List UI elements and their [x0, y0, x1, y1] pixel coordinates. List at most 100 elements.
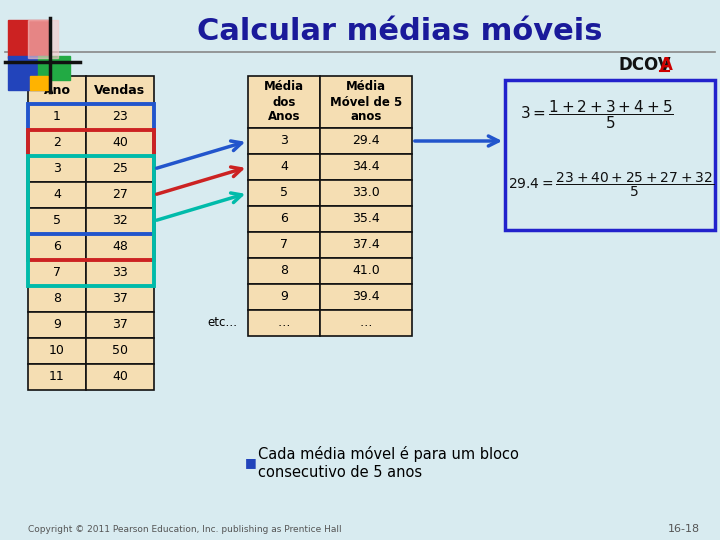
Bar	[86, 76, 154, 104]
Bar	[28, 286, 86, 312]
Bar	[248, 258, 320, 284]
Bar	[86, 104, 154, 130]
Bar	[28, 20, 58, 58]
Text: 33.0: 33.0	[352, 186, 380, 199]
Bar	[86, 208, 154, 234]
Text: 40: 40	[112, 370, 128, 383]
Bar	[86, 312, 154, 338]
Bar	[28, 364, 86, 390]
Bar	[86, 130, 154, 156]
Text: Ano: Ano	[43, 84, 71, 97]
Text: 33: 33	[112, 267, 128, 280]
Text: 23: 23	[112, 111, 128, 124]
Text: 1: 1	[53, 111, 61, 124]
Text: 3: 3	[280, 134, 288, 147]
Text: Média
dos
Anos: Média dos Anos	[264, 80, 304, 124]
Bar	[248, 180, 320, 206]
Bar	[86, 234, 154, 260]
Text: $29.4=\dfrac{23+40+25+27+32}{5}$: $29.4=\dfrac{23+40+25+27+32}{5}$	[508, 171, 714, 199]
Bar	[320, 284, 412, 310]
Bar	[86, 364, 154, 390]
Text: 10: 10	[49, 345, 65, 357]
Text: 6: 6	[53, 240, 61, 253]
Bar	[320, 206, 412, 232]
Text: ■: ■	[245, 456, 257, 469]
Bar	[86, 286, 154, 312]
Bar	[248, 206, 320, 232]
Bar	[86, 182, 154, 208]
Bar	[38, 56, 70, 80]
Bar	[8, 20, 48, 58]
Text: A: A	[660, 56, 673, 74]
Text: 9: 9	[53, 319, 61, 332]
Text: 4: 4	[280, 160, 288, 173]
Text: 27: 27	[112, 188, 128, 201]
Text: 6: 6	[280, 213, 288, 226]
Text: 35.4: 35.4	[352, 213, 380, 226]
Bar	[28, 130, 86, 156]
Bar	[320, 128, 412, 154]
Bar	[320, 154, 412, 180]
Text: …: …	[360, 316, 372, 329]
Text: $3=\dfrac{1+2+3+4+5}{5}$: $3=\dfrac{1+2+3+4+5}{5}$	[520, 99, 674, 131]
Bar	[28, 104, 154, 234]
Text: Cada média móvel é para um bloco
consecutivo de 5 anos: Cada média móvel é para um bloco consecu…	[258, 446, 519, 480]
Bar	[30, 76, 48, 90]
Bar	[248, 76, 320, 128]
Bar	[28, 338, 86, 364]
Text: Copyright © 2011 Pearson Education, Inc. publishing as Prentice Hall: Copyright © 2011 Pearson Education, Inc.…	[28, 525, 341, 534]
Text: 29.4: 29.4	[352, 134, 380, 147]
Bar	[248, 154, 320, 180]
Text: 9: 9	[280, 291, 288, 303]
Text: 5: 5	[53, 214, 61, 227]
Text: 37.4: 37.4	[352, 239, 380, 252]
Bar	[28, 234, 86, 260]
Text: 3: 3	[53, 163, 61, 176]
Text: 40: 40	[112, 137, 128, 150]
Text: 48: 48	[112, 240, 128, 253]
Text: 8: 8	[280, 265, 288, 278]
Bar	[320, 180, 412, 206]
Text: 32: 32	[112, 214, 128, 227]
Text: Calcular médias móveis: Calcular médias móveis	[197, 17, 603, 46]
Text: 37: 37	[112, 319, 128, 332]
Bar	[28, 208, 86, 234]
Bar	[28, 130, 154, 260]
Bar	[28, 260, 86, 286]
Text: Média
Móvel de 5
anos: Média Móvel de 5 anos	[330, 80, 402, 124]
Bar	[28, 156, 86, 182]
Text: Vendas: Vendas	[94, 84, 145, 97]
Bar	[248, 128, 320, 154]
Bar	[248, 310, 320, 336]
Bar	[8, 56, 46, 90]
Text: 7: 7	[53, 267, 61, 280]
Text: 37: 37	[112, 293, 128, 306]
Text: 11: 11	[49, 370, 65, 383]
Bar	[248, 232, 320, 258]
Text: 50: 50	[112, 345, 128, 357]
Text: 8: 8	[53, 293, 61, 306]
Text: 7: 7	[280, 239, 288, 252]
Bar	[320, 232, 412, 258]
Bar	[320, 310, 412, 336]
Text: 34.4: 34.4	[352, 160, 380, 173]
Bar	[28, 104, 86, 130]
Text: DCOV: DCOV	[618, 56, 670, 74]
Text: 16-18: 16-18	[668, 524, 700, 534]
Bar	[28, 76, 86, 104]
Bar	[320, 258, 412, 284]
Bar	[505, 80, 715, 230]
Text: 2: 2	[53, 137, 61, 150]
Text: …: …	[278, 316, 290, 329]
Bar	[248, 284, 320, 310]
Bar	[86, 156, 154, 182]
Text: 4: 4	[53, 188, 61, 201]
Text: 25: 25	[112, 163, 128, 176]
Text: 39.4: 39.4	[352, 291, 380, 303]
Text: etc…: etc…	[208, 316, 238, 329]
Text: 41.0: 41.0	[352, 265, 380, 278]
Text: 5: 5	[280, 186, 288, 199]
Bar	[320, 76, 412, 128]
Bar	[86, 338, 154, 364]
Bar	[28, 156, 154, 286]
